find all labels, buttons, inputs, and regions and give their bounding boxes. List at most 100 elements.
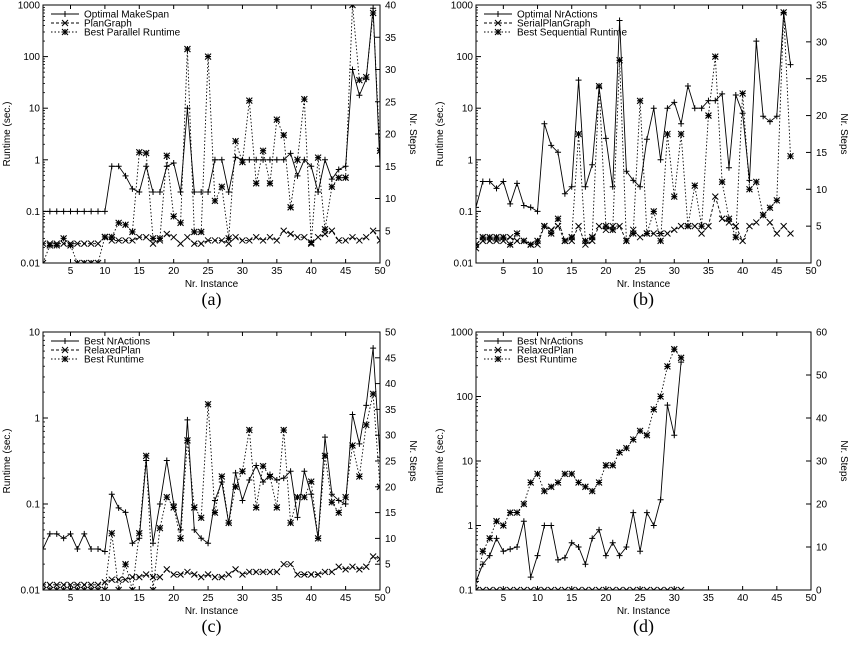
series-2-point xyxy=(108,576,116,584)
series-3-point xyxy=(581,483,589,491)
series-1-point xyxy=(678,120,685,127)
series-1-point xyxy=(582,561,589,568)
series-3-point xyxy=(67,241,74,249)
series-3-point xyxy=(190,228,198,236)
series-1-point xyxy=(746,177,753,184)
series-3-point xyxy=(252,179,260,187)
x-tick-label: 5 xyxy=(68,266,74,277)
series-3-point xyxy=(493,233,500,241)
series-3-point xyxy=(294,156,301,164)
plot-data xyxy=(43,345,380,590)
y2-tick-label: 50 xyxy=(816,371,828,382)
series-1-point xyxy=(637,548,644,555)
y2-tick-label: 5 xyxy=(385,226,391,237)
series-2-point xyxy=(163,566,171,573)
series-3-point xyxy=(328,183,336,191)
series-3-point xyxy=(677,354,685,362)
x-tick-label: 25 xyxy=(635,266,647,277)
y-tick-label: 1000 xyxy=(451,1,474,12)
y2-tick-label: 10 xyxy=(385,194,397,205)
series-1-point xyxy=(205,540,212,547)
series-1-point xyxy=(561,190,568,197)
y2-tick-label: 35 xyxy=(385,405,397,416)
series-1-point xyxy=(246,156,253,163)
series-3-point xyxy=(739,90,747,97)
y2-tick-label: 20 xyxy=(816,500,828,511)
series-3-point xyxy=(163,493,171,501)
series-2-point xyxy=(369,227,377,235)
series-2-point xyxy=(575,586,582,590)
series-1-point xyxy=(534,552,541,559)
series-3-point xyxy=(53,586,61,590)
series-2-point xyxy=(677,222,685,230)
series-2-point xyxy=(362,563,370,571)
series-3-point xyxy=(149,586,157,590)
series-2-point xyxy=(266,568,274,576)
series-2-point xyxy=(479,586,487,590)
series-2-point xyxy=(74,240,81,248)
series-3-point xyxy=(513,230,521,237)
series-2-point xyxy=(259,568,267,576)
series-3-point xyxy=(149,234,157,242)
series-2-point xyxy=(115,237,123,244)
series-1-point xyxy=(349,411,356,418)
series-1-point xyxy=(88,545,95,552)
series-2-point xyxy=(616,222,623,230)
series-3-point xyxy=(225,519,233,527)
x-tick-label: 10 xyxy=(99,266,111,277)
series-1-point xyxy=(589,535,596,542)
x-tick-label: 40 xyxy=(306,593,318,604)
series-1-point xyxy=(657,156,664,163)
series-1-point xyxy=(657,496,664,503)
y-tick-label: 10 xyxy=(29,328,41,339)
series-3-point xyxy=(362,421,370,429)
y2-tick-label: 10 xyxy=(385,534,397,545)
y2-tick-label: 20 xyxy=(385,482,397,493)
series-1-point xyxy=(122,172,129,179)
y-tick-label: 0.01 xyxy=(21,259,41,270)
y2-tick-label: 0 xyxy=(385,259,391,270)
series-2-point xyxy=(232,566,239,573)
series-1-point xyxy=(150,189,157,196)
series-2-point xyxy=(60,581,67,589)
series-1-point xyxy=(349,66,356,73)
series-1-point xyxy=(136,189,143,196)
series-2-point xyxy=(588,586,596,590)
series-1-point xyxy=(81,530,88,537)
series-1-point xyxy=(129,540,136,547)
series-2-point xyxy=(218,573,226,581)
y-tick-label: 100 xyxy=(456,392,473,403)
series-3-point xyxy=(314,154,322,162)
series-3-point xyxy=(623,237,630,245)
y2-tick-label: 5 xyxy=(816,222,822,233)
series-2-point xyxy=(752,219,760,226)
series-1-point xyxy=(486,552,493,559)
series-2-point xyxy=(87,581,95,589)
series-1-point xyxy=(602,552,609,559)
series-1-point xyxy=(575,544,582,550)
chart-panel-1: 5 10 15 20 25 30 35 40 45 50 0.01 0.1 1 10 100 1000 0 5 10… xyxy=(2,1,418,311)
series-2-point xyxy=(259,237,267,244)
series-3-point xyxy=(575,130,582,138)
series-2-point xyxy=(356,237,363,244)
series-3-point xyxy=(732,233,740,241)
series-1-point xyxy=(301,156,308,163)
legend-marker-3 xyxy=(494,355,502,363)
series-1-point xyxy=(74,545,81,552)
series-1-point xyxy=(766,118,773,125)
series-1-point xyxy=(602,135,609,142)
series-2-point xyxy=(122,237,129,244)
series-3-point xyxy=(527,241,535,248)
series-3-point xyxy=(568,470,576,478)
series-3-point xyxy=(101,233,109,241)
series-3-point xyxy=(177,535,184,542)
series-3-point xyxy=(657,393,664,400)
series-1-point xyxy=(191,189,198,196)
series-3-point xyxy=(80,586,88,590)
series-3-point xyxy=(46,241,54,249)
x-tick-label: 35 xyxy=(271,266,283,277)
series-3-point xyxy=(266,179,274,187)
series-1-point xyxy=(328,491,335,498)
